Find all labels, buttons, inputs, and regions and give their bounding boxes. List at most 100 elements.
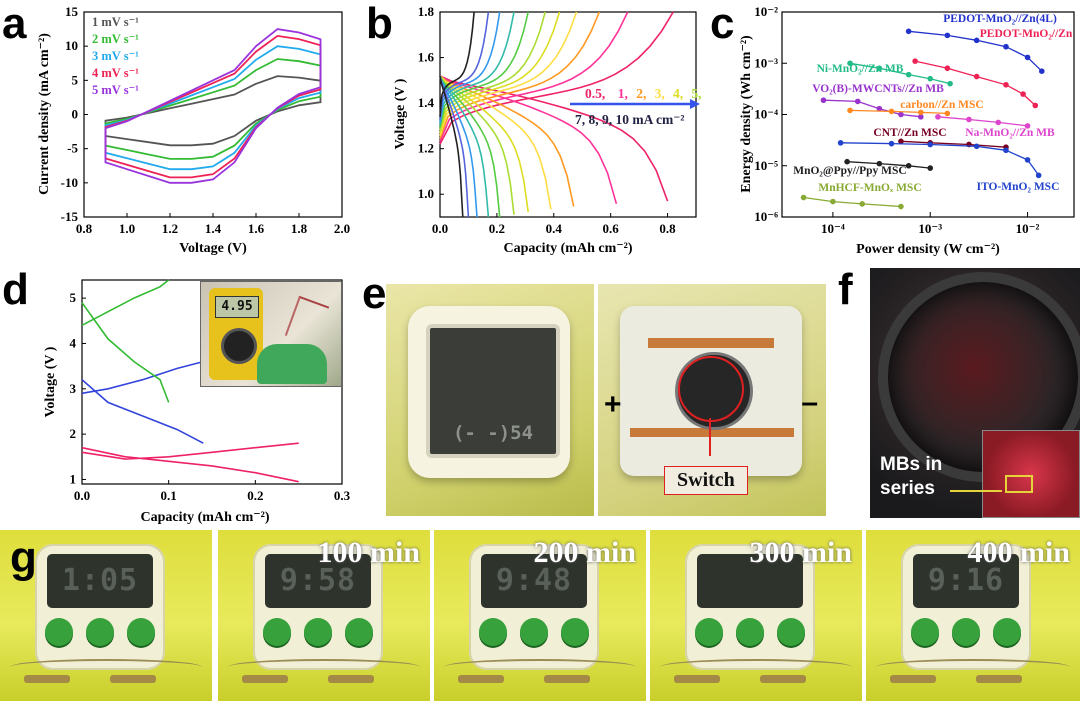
timer-screen — [697, 554, 803, 608]
a-legend-entry-5: 5 mV s⁻¹ — [92, 83, 139, 97]
timer-screen: 9:16 — [913, 554, 1019, 608]
b-ytick-label: 1.2 — [418, 141, 434, 156]
c-series-line-9 — [847, 161, 931, 169]
glove-hand — [257, 344, 327, 384]
mbs-arrow — [950, 490, 1002, 492]
timer-wire — [444, 659, 636, 675]
timer-body: 9:16 — [901, 544, 1031, 670]
d-curve-1 — [81, 442, 299, 460]
timer-photo-3: 9:48 200 min — [434, 530, 646, 701]
d-ytick-label: 1 — [70, 471, 77, 486]
hygrometer-body: (- -)54 — [408, 306, 570, 478]
timer-elapsed-label: 200 min — [533, 536, 636, 569]
c-series-point-2 — [944, 65, 951, 72]
switch-highlight-circle — [678, 356, 744, 422]
c-series-point-2 — [1020, 91, 1026, 97]
c-series-point-3 — [876, 65, 883, 72]
b-discharge-curve-4 — [439, 75, 552, 210]
timer-screen: 9:58 — [265, 554, 371, 608]
b-discharge-curve-9 — [439, 75, 478, 218]
c-series-point-9 — [844, 158, 850, 165]
a-xtick-label: 0.8 — [76, 221, 93, 236]
c-series-point-8 — [1035, 172, 1042, 179]
c-series-point-1 — [944, 32, 951, 39]
hygrometer-screen: (- -)54 — [426, 324, 560, 458]
copper-tape-bottom — [630, 428, 794, 437]
chart-d-frame — [81, 279, 343, 485]
c-series-label-4: VO₂(B)-MWCNTs//Zn MB — [812, 83, 944, 95]
c-series-point-10 — [830, 198, 836, 205]
minus-sign: – — [801, 386, 818, 419]
c-series-point-6 — [995, 119, 1002, 126]
c-series-point-5 — [944, 110, 951, 117]
timer-wire — [10, 659, 202, 675]
c-series-point-3 — [947, 80, 953, 87]
chart-d-xlabel: Capacity (mAh cm⁻²) — [140, 510, 269, 525]
c-series-line-5 — [849, 109, 948, 115]
timer-body — [685, 544, 815, 670]
b-xtick-label: 0.0 — [432, 221, 448, 236]
b-charge-curve-1 — [439, 11, 674, 145]
c-series-point-1 — [905, 28, 912, 35]
switch-label: Switch — [664, 466, 748, 495]
c-series-point-8 — [1024, 157, 1031, 163]
d-ytick-label: 5 — [70, 290, 77, 305]
a-xtick-label: 1.4 — [205, 221, 222, 236]
timer-button-left — [263, 618, 291, 646]
timer-button-right — [993, 618, 1021, 646]
c-series-point-5 — [888, 108, 895, 115]
a-xtick-label: 1.0 — [119, 221, 135, 236]
a-cv-curve-4 — [104, 34, 322, 179]
c-ytick-label: 10⁻⁶ — [754, 209, 778, 224]
timer-button-middle — [520, 618, 548, 646]
timer-clip-left — [24, 675, 70, 683]
b-ytick-label: 1.0 — [418, 186, 434, 201]
multimeter-body: 4.95 — [209, 288, 263, 380]
multimeter-dial — [221, 328, 257, 364]
timer-photo-1: 1:05 — [0, 530, 212, 701]
c-series-label-5: carbon//Zn MSC — [900, 99, 983, 111]
b-charge-curve-9 — [439, 11, 501, 123]
c-series-point-7 — [898, 138, 904, 145]
chart-b-gcd: 0.0 0.2 0.4 0.6 0.8 1.8 1.6 1.4 1.2 1.0 0.5, 1, 2, 3… — [393, 4, 710, 256]
copper-tape-top — [648, 338, 774, 348]
timer-elapsed-label: 300 min — [749, 536, 852, 569]
timer-body: 9:48 — [469, 544, 599, 670]
timer-button-right — [561, 618, 589, 646]
chart-c-ragone: 10⁻⁴ 10⁻³ 10⁻² 10⁻² 10⁻³ 10⁻⁴ 10⁻⁵ 10⁻⁶ PEDOT-M… — [739, 4, 1075, 257]
timer-button-middle — [736, 618, 764, 646]
c-series-point-4 — [876, 105, 883, 112]
c-series-point-6 — [1024, 123, 1031, 129]
a-cv-curve-1 — [104, 75, 322, 147]
multimeter-inset-photo: 4.95 — [200, 281, 342, 387]
c-series-point-3 — [905, 71, 912, 78]
a-ytick-label: 0 — [72, 107, 79, 122]
c-series-point-1 — [1024, 54, 1031, 61]
c-series-point-6 — [935, 114, 941, 120]
timer-wire — [660, 659, 852, 675]
timer-clip-right — [760, 675, 806, 683]
b-annot-value-3: 2, — [636, 86, 646, 101]
c-series-point-4 — [917, 114, 924, 120]
timer-button-right — [777, 618, 805, 646]
timer-clip-left — [242, 675, 288, 683]
chart-b-ylabel: Voltage (V ) — [393, 78, 408, 149]
timer-clip-right — [976, 675, 1022, 683]
b-charge-curve-8 — [439, 11, 515, 126]
d-curve-5 — [81, 279, 170, 327]
c-series-point-8 — [927, 141, 934, 148]
c-series-point-10 — [859, 201, 865, 207]
panel-letter-c: c — [710, 0, 735, 48]
d-xtick-label: 0.0 — [74, 488, 90, 503]
c-series-label-8: ITO-MnO₂ MSC — [977, 181, 1060, 193]
c-series-point-2 — [912, 58, 918, 64]
c-xtick-label: 10⁻² — [1016, 221, 1040, 236]
hygrometer-front-photo: (- -)54 — [386, 284, 594, 516]
c-series-label-2: PEDOT-MnO₂//Zn — [980, 28, 1073, 40]
timer-button-middle — [86, 618, 114, 646]
d-curve-4 — [81, 379, 204, 444]
a-ytick-label: -15 — [61, 209, 79, 224]
b-annot-line2: 7, 8, 9, 10 mA cm⁻² — [575, 112, 684, 127]
c-series-point-8 — [837, 140, 844, 146]
mbs-label-line1: MBs in — [880, 454, 943, 475]
